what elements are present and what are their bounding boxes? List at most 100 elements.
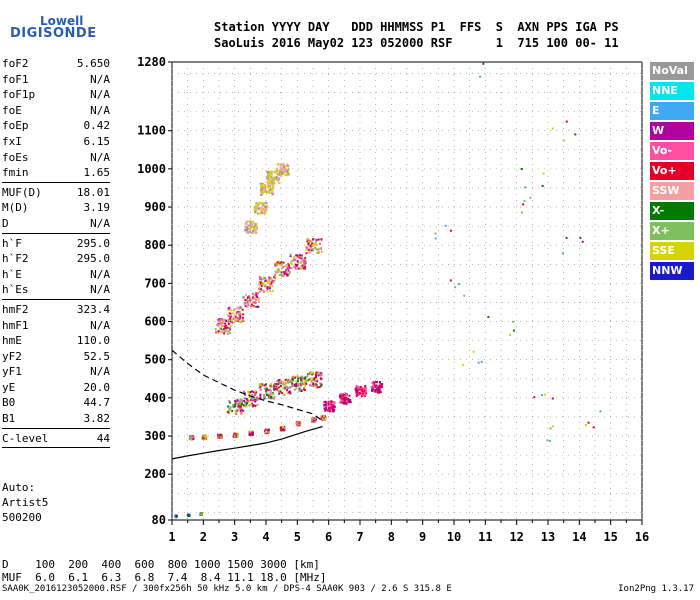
legend-item: E (650, 102, 694, 120)
param-value: N/A (90, 267, 110, 281)
echo-point (307, 373, 310, 376)
echo-point (290, 261, 293, 264)
echo-point (487, 316, 490, 318)
echo-point (230, 309, 233, 312)
echo-point (305, 252, 308, 255)
echo-point (252, 296, 254, 299)
echo-point (303, 387, 306, 390)
echo-point (312, 419, 315, 422)
x-tick-label: 6 (325, 530, 332, 544)
echo-point (274, 171, 277, 174)
echo-point (311, 371, 314, 374)
echo-point (286, 389, 289, 392)
echo-point (273, 181, 275, 184)
echo-point (239, 410, 242, 412)
echo-point (253, 390, 256, 393)
echo-point (299, 377, 302, 380)
echo-point (280, 174, 283, 177)
echo-point (235, 400, 238, 403)
echo-point (363, 390, 365, 393)
echo-point (256, 203, 259, 206)
echo-point (345, 393, 348, 396)
echo-point (295, 380, 298, 383)
echo-point (287, 269, 290, 272)
echo-point (320, 239, 323, 242)
echo-point (258, 283, 261, 286)
param-value: N/A (90, 283, 110, 297)
param-row: fmin 1.65 (2, 165, 110, 181)
echo-point (312, 238, 315, 241)
echo-point (260, 189, 262, 192)
echo-point (305, 246, 308, 249)
echo-point (251, 220, 254, 223)
echo-point (279, 170, 282, 173)
echo-point (200, 513, 203, 516)
echo-point (362, 392, 365, 395)
echo-point (264, 387, 266, 390)
echo-point (275, 178, 278, 181)
echo-point (233, 435, 236, 438)
echo-point (533, 396, 536, 399)
y-tick-label: 800 (144, 238, 166, 252)
echo-point (260, 277, 263, 280)
echo-point (293, 384, 296, 387)
echo-point (364, 384, 367, 387)
echo-point (296, 375, 299, 378)
echo-point (327, 400, 330, 403)
y-tick-label: 1100 (137, 124, 166, 138)
echo-point (273, 387, 276, 390)
param-separator (2, 181, 110, 183)
echo-point (295, 387, 298, 390)
echo-point (227, 307, 230, 310)
echo-point (242, 409, 245, 412)
echo-point (255, 210, 258, 213)
echo-point (287, 164, 290, 167)
echo-point (268, 388, 271, 391)
echo-point (273, 279, 276, 282)
echo-point (270, 172, 273, 175)
echo-point (242, 404, 245, 407)
echo-point (246, 402, 248, 405)
x-tick-label: 3 (231, 530, 238, 544)
echo-point (303, 388, 306, 391)
echo-point (278, 392, 280, 395)
echo-point (272, 392, 275, 395)
echo-point (274, 275, 277, 278)
echo-point (263, 396, 266, 398)
echo-point (247, 230, 250, 233)
echo-point (221, 322, 224, 325)
echo-point (479, 75, 482, 78)
param-row: h`Es N/A (2, 282, 110, 298)
echo-point (380, 383, 383, 385)
echo-point (343, 393, 345, 396)
echo-point (340, 398, 343, 401)
echo-point (240, 403, 243, 405)
auto-code: 500200 (2, 511, 42, 524)
param-value: N/A (90, 103, 110, 117)
echo-point (293, 265, 296, 268)
param-name: M(D) (2, 201, 29, 215)
echo-point (265, 392, 268, 394)
echo-point (274, 270, 277, 273)
echo-point (249, 391, 252, 393)
echo-point (277, 268, 280, 271)
echo-point (239, 398, 242, 401)
echo-point (280, 380, 283, 383)
echo-point (297, 267, 300, 270)
y-tick-label: 300 (144, 429, 166, 443)
echo-point (477, 361, 480, 364)
echo-point (245, 223, 248, 226)
echo-point (299, 254, 302, 257)
echo-point (250, 403, 253, 406)
echo-point (190, 435, 193, 437)
legend-item: W (650, 122, 694, 140)
echo-point (375, 384, 378, 387)
echo-point (273, 384, 276, 386)
logo-digisonde-text: DIGISONDE (10, 26, 97, 41)
echo-point (316, 380, 319, 383)
echo-point (574, 133, 577, 136)
echo-point (287, 380, 290, 383)
echo-point (268, 173, 271, 176)
echo-point (254, 209, 256, 211)
